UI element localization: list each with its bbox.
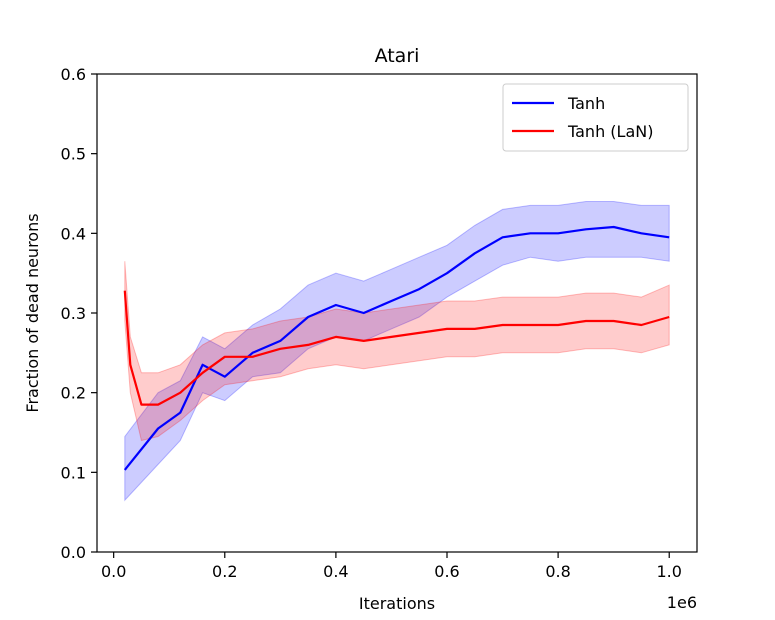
x-tick-label: 0.6	[434, 562, 459, 581]
series-lines	[123, 225, 670, 471]
band-tanh-lan	[124, 261, 670, 442]
legend-box	[502, 83, 689, 152]
legend-label-tanh-lan: Tanh (LaN)	[567, 122, 653, 141]
y-axis-label: Fraction of dead neurons	[23, 213, 42, 412]
x-axis-label: Iterations	[359, 594, 435, 613]
legend: Tanh Tanh (LaN)	[502, 83, 689, 152]
series-line-tanh-lan	[123, 290, 670, 406]
y-tick-label: 0.0	[61, 543, 86, 562]
y-axis-ticks: 0.0 0.1 0.2 0.3 0.4 0.5 0.6	[61, 65, 97, 562]
x-tick-label: 0.0	[101, 562, 126, 581]
legend-label-tanh: Tanh	[567, 94, 605, 113]
x-tick-label: 0.4	[323, 562, 348, 581]
confidence-bands	[124, 201, 670, 502]
band-tanh	[124, 201, 670, 502]
x-tick-label: 0.2	[212, 562, 237, 581]
y-tick-label: 0.5	[61, 145, 86, 164]
x-tick-label: 1.0	[656, 562, 681, 581]
y-tick-label: 0.3	[61, 304, 86, 323]
y-tick-label: 0.6	[61, 65, 86, 84]
x-axis-ticks: 0.0 0.2 0.4 0.6 0.8 1.0	[101, 552, 682, 581]
y-tick-label: 0.4	[61, 224, 86, 243]
x-tick-label: 0.8	[545, 562, 570, 581]
chart-title: Atari	[375, 45, 420, 67]
y-tick-label: 0.1	[61, 463, 86, 482]
y-tick-label: 0.2	[61, 384, 86, 403]
x-axis-offset-text: 1e6	[667, 593, 697, 612]
